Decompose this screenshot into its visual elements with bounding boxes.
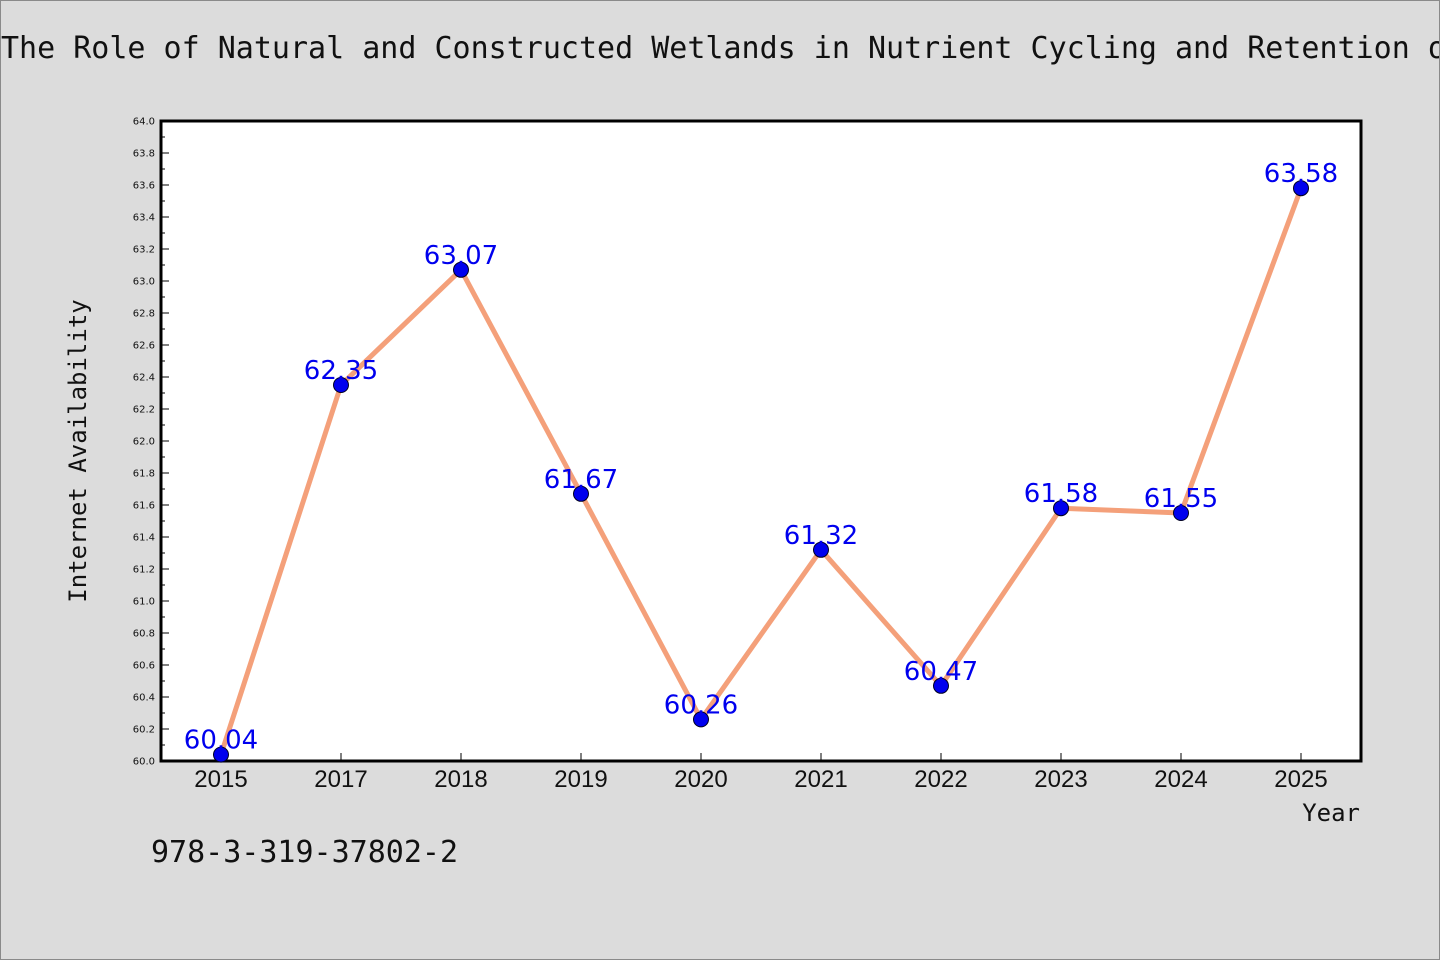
data-label: 60.47 xyxy=(904,657,978,687)
data-label: 63.58 xyxy=(1264,159,1338,189)
y-tick-label: 61.6 xyxy=(133,501,155,512)
x-tick-label: 2020 xyxy=(674,766,727,793)
data-label: 63.07 xyxy=(424,241,498,271)
y-tick-label: 63.0 xyxy=(133,277,155,288)
x-tick-label: 2018 xyxy=(434,766,487,793)
data-point xyxy=(333,377,349,393)
data-label: 62.35 xyxy=(304,356,378,386)
isbn-text: 978-3-319-37802-2 xyxy=(151,835,459,870)
data-label: 61.32 xyxy=(784,521,858,551)
y-tick-label: 63.8 xyxy=(133,149,155,160)
data-point xyxy=(453,261,469,278)
data-point xyxy=(693,711,709,728)
data-label: 60.04 xyxy=(184,726,258,756)
y-tick-label: 62.6 xyxy=(133,341,155,352)
y-tick-label: 62.4 xyxy=(133,373,155,384)
y-tick-label: 60.0 xyxy=(133,757,155,768)
y-tick-label: 63.6 xyxy=(133,181,155,192)
x-tick-label: 2023 xyxy=(1034,766,1087,793)
x-tick-label: 2025 xyxy=(1274,766,1327,793)
chart-title: The Role of Natural and Constructed Wetl… xyxy=(1,31,1440,66)
x-tick-label: 2024 xyxy=(1154,766,1207,793)
data-point xyxy=(1293,180,1309,197)
x-tick-label: 2021 xyxy=(794,766,847,793)
y-tick-label: 64.0 xyxy=(133,117,155,128)
y-tick-label: 60.8 xyxy=(133,629,155,640)
series-layer xyxy=(213,180,1309,763)
x-tick-label: 2022 xyxy=(914,766,967,793)
y-tick-label: 63.4 xyxy=(133,213,155,224)
data-label: 61.67 xyxy=(544,465,618,495)
y-tick-label: 61.0 xyxy=(133,597,155,608)
data-point xyxy=(933,677,949,694)
series-line xyxy=(218,185,1304,758)
y-tick-label: 63.2 xyxy=(133,245,155,256)
y-tick-label: 62.8 xyxy=(133,309,155,320)
data-label: 61.58 xyxy=(1024,479,1098,509)
y-axis-label: Internet Availability xyxy=(64,299,92,602)
data-point xyxy=(1053,500,1069,517)
x-tick-label: 2015 xyxy=(194,766,247,793)
y-tick-label: 62.2 xyxy=(133,405,155,416)
y-tick-label: 61.8 xyxy=(133,469,155,480)
data-label: 61.55 xyxy=(1144,484,1218,514)
x-tick-label: 2019 xyxy=(554,766,607,793)
data-point xyxy=(813,541,829,558)
data-point xyxy=(573,485,589,502)
y-tick-label: 60.4 xyxy=(133,693,155,704)
x-axis: 2015 2017 2018 2019 2020 2021 2022 2023 2024 2025 xyxy=(194,753,1328,793)
data-point xyxy=(1173,505,1189,521)
x-tick-label: 2017 xyxy=(314,766,367,793)
plot-area xyxy=(159,119,1363,763)
y-axis: 60.0 60.2 60.4 60.6 60.8 61.0 61.2 61.4 61.6 61.8… xyxy=(133,117,169,768)
x-axis-label: Year xyxy=(1302,799,1360,827)
y-tick-label: 61.2 xyxy=(133,565,155,576)
data-label: 60.26 xyxy=(664,690,738,720)
y-tick-label: 60.6 xyxy=(133,661,155,672)
y-tick-label: 60.2 xyxy=(133,725,155,736)
y-tick-label: 61.4 xyxy=(133,533,155,544)
data-point xyxy=(213,746,229,763)
y-tick-label: 62.0 xyxy=(133,437,155,448)
data-label-layer: 60.04 62.35 63.07 61.67 60.26 61.32 60.47 61.58… xyxy=(184,159,1338,755)
